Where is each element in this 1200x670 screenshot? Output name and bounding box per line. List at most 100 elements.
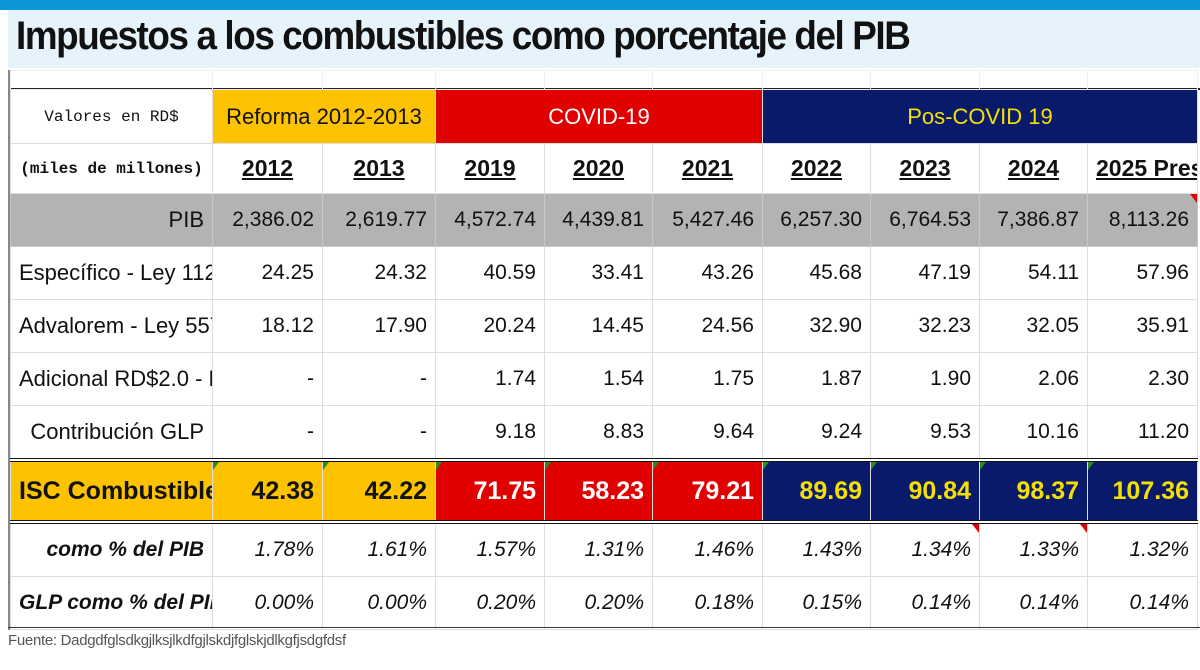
value-cell: 1.74: [435, 352, 545, 406]
title-accent-bar: [0, 0, 1200, 10]
year-header: 2013: [322, 143, 436, 194]
value-cell: 32.05: [979, 299, 1088, 353]
value-cell: 9.64: [652, 405, 763, 461]
row-label: ISC Combustibles: [10, 458, 213, 524]
table-row: Advalorem - Ley 557-0518.1217.9020.2414.…: [10, 299, 1198, 353]
value-cell: 42.38: [212, 458, 323, 524]
value-cell: 33.41: [544, 246, 653, 300]
value-cell: 89.69: [762, 458, 871, 524]
row-label: como % del PIB: [10, 521, 213, 577]
blank-cell: [652, 70, 763, 90]
table-row: ISC Combustibles 42.38 42.22 71.75 58.23 79.2…: [10, 458, 1198, 524]
year-label: 2024: [1007, 155, 1060, 181]
value-cell: 47.19: [870, 246, 980, 300]
value-cell: 5,427.46: [652, 193, 763, 247]
value-cell: 1.32%: [1087, 521, 1198, 577]
value-cell: 35.91: [1087, 299, 1198, 353]
value-cell: 14.45: [544, 299, 653, 353]
blank-cell: [10, 70, 213, 90]
units-note: Valores en RD$: [10, 89, 213, 144]
year-header: 2023: [870, 143, 980, 194]
row-label: GLP como % del PIB: [10, 576, 213, 630]
period-group-header: Pos-COVID 19: [762, 89, 1198, 144]
year-label: 2012: [241, 155, 294, 181]
value-cell: 0.20%: [544, 576, 653, 630]
blank-cell: [979, 70, 1088, 90]
value-cell: -: [212, 352, 323, 406]
value-cell: 1.78%: [212, 521, 323, 577]
year-label: 2019: [464, 155, 516, 181]
table-row: Adicional RD$2.0 - DGA--1.741.541.751.87…: [10, 352, 1198, 406]
blank-cell: [322, 70, 436, 90]
period-header-row: Valores en RD$ Reforma 2012-2013 COVID-19 P…: [10, 89, 1198, 144]
value-cell: 7,386.87: [979, 193, 1088, 247]
table-row: Específico - Ley 112-0024.2524.3240.5933…: [10, 246, 1198, 300]
value-cell: 18.12: [212, 299, 323, 353]
divider: [8, 627, 1200, 628]
page-title: Impuestos a los combustibles como porcen…: [16, 14, 911, 58]
units-note: (miles de millones): [10, 143, 213, 194]
value-cell: 4,439.81: [544, 193, 653, 247]
value-cell: 1.43%: [762, 521, 871, 577]
row-label: Contribución GLP: [10, 405, 213, 461]
value-cell: 9.53: [870, 405, 980, 461]
value-cell: -: [322, 352, 436, 406]
value-cell: 1.54: [544, 352, 653, 406]
blank-cell: [544, 70, 653, 90]
value-cell: 42.22: [322, 458, 436, 524]
value-cell: 32.23: [870, 299, 980, 353]
value-cell: 1.57%: [435, 521, 545, 577]
value-cell: 40.59: [435, 246, 545, 300]
value-cell: 1.46%: [652, 521, 763, 577]
blank-cell: [435, 70, 545, 90]
source-note: Fuente: Dadgdfglsdkgjlksjlkdfgjlskdjfgls…: [8, 632, 346, 649]
table-row: Contribución GLP - -9.18 8.83 9.64 9.24 9.53 10…: [10, 405, 1198, 461]
value-cell: 9.18: [435, 405, 545, 461]
value-cell: 24.56: [652, 299, 763, 353]
value-cell: 0.15%: [762, 576, 871, 630]
value-cell: 98.37: [979, 458, 1088, 524]
value-cell: 79.21: [652, 458, 763, 524]
value-cell: 0.18%: [652, 576, 763, 630]
value-cell: 1.87: [762, 352, 871, 406]
value-cell: 6,257.30: [762, 193, 871, 247]
value-cell: 8,113.26: [1087, 193, 1198, 247]
year-label: 2025 Pres: [1096, 155, 1198, 181]
year-label: 2023: [899, 155, 951, 181]
value-cell: 17.90: [322, 299, 436, 353]
value-cell: 20.24: [435, 299, 545, 353]
value-cell: 90.84: [870, 458, 980, 524]
value-cell: -: [212, 405, 323, 461]
value-cell: 24.32: [322, 246, 436, 300]
year-header: 2021: [652, 143, 763, 194]
value-cell: 71.75: [435, 458, 545, 524]
value-cell: 0.14%: [870, 576, 980, 630]
value-cell: 0.20%: [435, 576, 545, 630]
value-cell: 1.75: [652, 352, 763, 406]
year-label: 2022: [790, 155, 843, 181]
value-cell: 24.25: [212, 246, 323, 300]
year-label: 2020: [572, 155, 625, 181]
row-label: PIB: [10, 193, 213, 247]
value-cell: 1.31%: [544, 521, 653, 577]
value-cell: 0.14%: [1087, 576, 1198, 630]
row-label: Adicional RD$2.0 - DGA: [10, 352, 213, 406]
value-cell: 57.96: [1087, 246, 1198, 300]
year-header: 2012: [212, 143, 323, 194]
value-cell: 1.61%: [322, 521, 436, 577]
value-cell: 2,619.77: [322, 193, 436, 247]
blank-cell: [1087, 70, 1198, 90]
row-label: Específico - Ley 112-00: [10, 246, 213, 300]
year-header: 2019: [435, 143, 545, 194]
year-header: 2020: [544, 143, 653, 194]
table-row: GLP como % del PIB 0.00% 0.00% 0.20% 0.20% 0.…: [10, 576, 1198, 630]
year-header-row: (miles de millones) 2012 2013 2019 2020 2021 2…: [10, 143, 1198, 194]
row-label: Advalorem - Ley 557-05: [10, 299, 213, 353]
blank-cell: [762, 70, 871, 90]
period-group-header: COVID-19: [435, 89, 763, 144]
value-cell: 4,572.74: [435, 193, 545, 247]
blank-cell: [870, 70, 980, 90]
value-cell: 1.90: [870, 352, 980, 406]
value-cell: 0.00%: [322, 576, 436, 630]
year-header: 2025 Pres: [1087, 143, 1198, 194]
